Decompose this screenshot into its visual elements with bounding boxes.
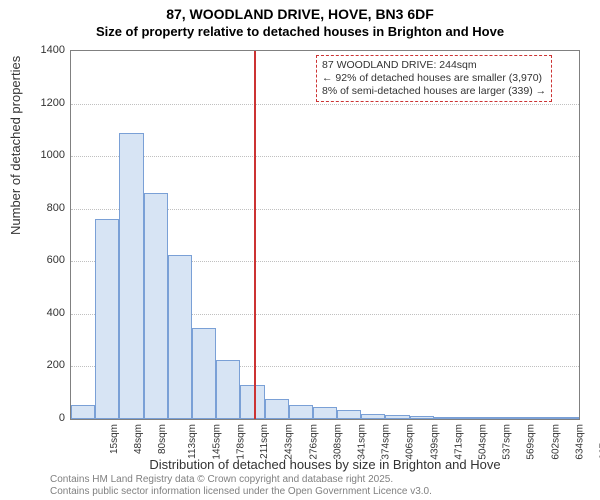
y-tick-label: 0	[25, 412, 65, 424]
y-tick-label: 1000	[25, 149, 65, 161]
histogram-bar	[482, 417, 506, 419]
histogram-bar	[410, 416, 434, 419]
footer-line-2: Contains public sector information licen…	[50, 486, 432, 498]
x-axis-label: Distribution of detached houses by size …	[70, 457, 580, 472]
histogram-bar	[192, 328, 216, 419]
x-tick-label: 145sqm	[211, 424, 222, 460]
histogram-bar	[458, 417, 482, 419]
histogram-bar	[434, 417, 458, 419]
annotation-line-1: 87 WOODLAND DRIVE: 244sqm	[322, 59, 546, 72]
x-tick-label: 634sqm	[574, 424, 585, 460]
x-tick-label: 439sqm	[429, 424, 440, 460]
x-tick-label: 406sqm	[405, 424, 416, 460]
x-tick-label: 276sqm	[308, 424, 319, 460]
y-axis-label: Number of detached properties	[8, 56, 23, 235]
annotation-line-2: ← 92% of detached houses are smaller (3,…	[322, 72, 546, 85]
x-tick-label: 341sqm	[357, 424, 368, 460]
histogram-bar	[506, 417, 530, 419]
footer-attribution: Contains HM Land Registry data © Crown c…	[50, 474, 432, 498]
histogram-bar	[385, 415, 409, 419]
x-tick-label: 15sqm	[109, 424, 120, 454]
x-tick-label: 48sqm	[133, 424, 144, 454]
histogram-bar	[95, 219, 119, 419]
histogram-bar	[289, 405, 313, 419]
x-tick-label: 504sqm	[478, 424, 489, 460]
histogram-bar	[555, 417, 579, 419]
x-tick-label: 113sqm	[187, 424, 198, 459]
chart-title-line1: 87, WOODLAND DRIVE, HOVE, BN3 6DF	[0, 6, 600, 22]
reference-line	[254, 51, 256, 419]
x-tick-label: 602sqm	[550, 424, 561, 460]
annotation-line-3: 8% of semi-detached houses are larger (3…	[322, 85, 546, 98]
histogram-bar	[144, 193, 168, 419]
histogram-bar	[216, 360, 240, 419]
y-tick-label: 1200	[25, 97, 65, 109]
y-tick-label: 1400	[25, 44, 65, 56]
x-tick-label: 569sqm	[526, 424, 537, 460]
histogram-bar	[361, 414, 385, 419]
y-tick-label: 800	[25, 202, 65, 214]
x-tick-label: 243sqm	[284, 424, 295, 460]
histogram-bar	[531, 417, 555, 419]
y-tick-label: 600	[25, 254, 65, 266]
chart-title-line2: Size of property relative to detached ho…	[0, 24, 600, 39]
bars-group	[71, 51, 579, 419]
y-tick-label: 400	[25, 307, 65, 319]
x-tick-label: 537sqm	[502, 424, 513, 460]
histogram-bar	[168, 255, 192, 419]
annotation-box: 87 WOODLAND DRIVE: 244sqm ← 92% of detac…	[316, 55, 552, 102]
histogram-bar	[313, 407, 337, 419]
histogram-bar	[119, 133, 143, 420]
histogram-bar	[240, 385, 264, 419]
footer-line-1: Contains HM Land Registry data © Crown c…	[50, 474, 432, 486]
x-tick-label: 178sqm	[236, 424, 247, 460]
x-tick-label: 308sqm	[332, 424, 343, 460]
y-tick-label: 200	[25, 359, 65, 371]
x-tick-label: 374sqm	[381, 424, 392, 460]
x-tick-label: 471sqm	[453, 424, 464, 460]
histogram-bar	[337, 410, 361, 419]
chart-container: 87, WOODLAND DRIVE, HOVE, BN3 6DF Size o…	[0, 0, 600, 500]
x-tick-label: 211sqm	[259, 424, 270, 459]
plot-area: 87 WOODLAND DRIVE: 244sqm ← 92% of detac…	[70, 50, 580, 420]
x-tick-label: 80sqm	[157, 424, 168, 454]
histogram-bar	[265, 399, 289, 419]
histogram-bar	[71, 405, 95, 419]
